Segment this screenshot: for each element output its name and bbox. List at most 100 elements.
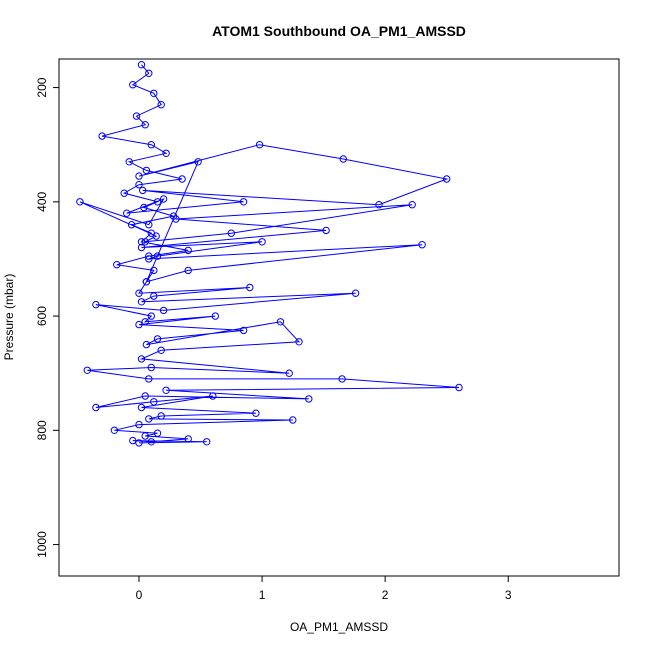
data-point [285, 369, 293, 377]
data-point [276, 318, 285, 326]
x-axis: 0 1 2 3 [136, 576, 512, 602]
data-point [184, 246, 192, 255]
data-point [159, 195, 168, 203]
data-point [147, 312, 156, 320]
data-point [141, 238, 149, 246]
data-point [141, 392, 149, 400]
chart-title: ATOM1 Southbound OA_PM1_AMSSD [212, 23, 466, 39]
data-point [255, 141, 264, 149]
data-point [305, 395, 313, 403]
y-axis-label: Pressure (mbar) [2, 274, 16, 361]
data-point [129, 436, 137, 445]
data-point [135, 289, 143, 297]
data-point [246, 283, 254, 292]
data-point [120, 189, 128, 197]
data-point [153, 252, 162, 260]
data-point [110, 426, 119, 434]
data-point [295, 338, 303, 346]
data-point [157, 101, 165, 109]
x-tick-label: 2 [382, 588, 389, 602]
data-point [150, 292, 158, 300]
data-point [150, 89, 158, 98]
data-point [142, 166, 151, 175]
data-point [227, 229, 236, 237]
data-point [113, 261, 121, 269]
data-point [127, 221, 136, 229]
data-point [145, 69, 153, 78]
data-point [147, 438, 156, 446]
data-point [418, 241, 426, 249]
data-point [153, 198, 162, 206]
data-point [209, 392, 217, 400]
y-tick-label: 200 [35, 77, 49, 97]
data-point [408, 201, 416, 209]
data-point [137, 298, 146, 306]
series-line [79, 64, 460, 444]
plot-frame [58, 58, 620, 577]
data-point [141, 121, 149, 129]
data-point [132, 112, 141, 120]
data-point [322, 226, 330, 235]
data-point [338, 375, 346, 383]
data-point [211, 312, 220, 320]
data-point [141, 432, 149, 440]
data-point [145, 415, 153, 423]
data-point [252, 409, 260, 417]
data-point [289, 416, 297, 424]
data-point [135, 439, 143, 447]
data-point [142, 278, 151, 286]
data-point [92, 300, 100, 309]
data-point [159, 306, 168, 315]
plot-area [76, 60, 463, 447]
data-point [239, 326, 248, 335]
y-tick-label: 600 [35, 306, 49, 326]
data-point [258, 238, 266, 246]
data-point [145, 375, 153, 383]
data-point [135, 420, 143, 429]
data-point [162, 149, 170, 158]
data-point [123, 209, 131, 217]
data-point [339, 155, 347, 163]
x-tick-label: 0 [136, 588, 143, 602]
x-tick-label: 1 [259, 588, 266, 602]
data-point [184, 435, 192, 443]
data-point [162, 386, 170, 394]
data-point [172, 215, 180, 223]
y-tick-label: 1000 [35, 531, 49, 558]
data-point [137, 243, 146, 252]
data-point [178, 175, 186, 183]
data-point [83, 366, 92, 374]
y-tick-label: 400 [35, 191, 49, 211]
data-point [153, 335, 162, 343]
data-point [125, 158, 133, 166]
data-point [239, 198, 248, 206]
data-point [139, 186, 147, 195]
data-point [137, 60, 146, 69]
data-point [194, 158, 202, 166]
y-tick-label: 800 [35, 420, 49, 440]
data-point [140, 203, 148, 212]
data-point [135, 181, 143, 189]
data-point [137, 238, 146, 246]
data-point [145, 221, 153, 229]
data-point [98, 132, 106, 140]
data-point [157, 346, 165, 354]
data-point [455, 383, 463, 392]
x-axis-label: OA_PM1_AMSSD [290, 620, 388, 634]
data-point [150, 266, 158, 275]
data-point [152, 232, 160, 240]
data-point [76, 198, 84, 206]
data-point [142, 340, 151, 349]
data-point [147, 141, 156, 149]
data-point [443, 175, 451, 183]
data-point [145, 252, 153, 260]
data-point [184, 266, 192, 275]
data-point [141, 318, 149, 326]
data-point [150, 398, 158, 406]
data-point [137, 355, 146, 363]
data-point [203, 438, 211, 446]
y-axis: 200 400 600 800 1000 [35, 77, 59, 558]
data-point [135, 172, 143, 180]
data-point [351, 289, 360, 297]
